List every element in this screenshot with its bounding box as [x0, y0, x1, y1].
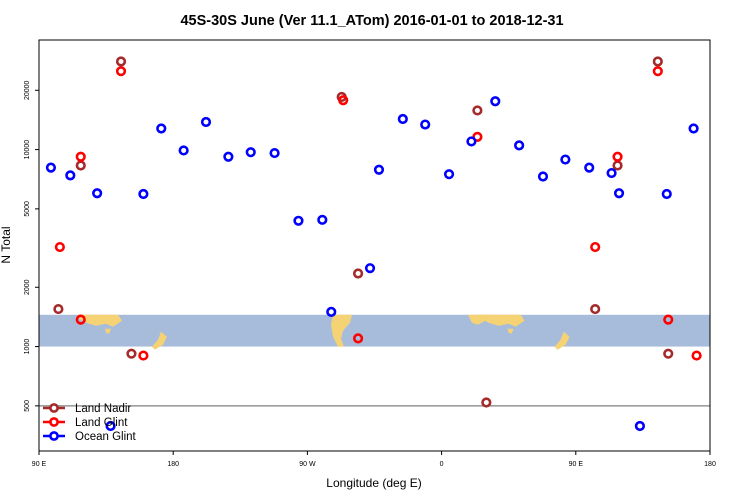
point-ocean-glint — [156, 123, 167, 134]
legend-marker — [49, 403, 59, 413]
point-ocean-glint — [466, 136, 477, 147]
point-ocean-glint — [45, 162, 57, 173]
point-land-nadir — [612, 160, 623, 171]
point-ocean-glint — [293, 215, 304, 226]
point-ocean-glint — [688, 123, 699, 134]
map-land-tasmania — [105, 328, 111, 334]
point-land-nadir — [75, 160, 86, 171]
legend-item-land-glint: Land Glint — [43, 417, 128, 429]
y-tick-label: 20000 — [24, 80, 31, 100]
plot-frame — [38, 39, 711, 452]
point-ocean-glint — [514, 140, 525, 151]
y-tick-label: 10000 — [24, 140, 31, 160]
series-ocean-glint — [45, 96, 699, 432]
point-ocean-glint — [606, 167, 617, 179]
legend: Land Nadir Land Glint Ocean Glint — [43, 403, 137, 443]
y-tick-label: 5000 — [24, 201, 31, 217]
point-land-nadir — [53, 303, 64, 315]
point-ocean-glint — [373, 164, 385, 175]
point-land-nadir — [126, 348, 137, 359]
map-band — [39, 314, 710, 350]
point-ocean-glint — [443, 169, 455, 180]
map-ocean — [39, 314, 710, 347]
point-ocean-glint — [364, 263, 376, 274]
map-land-new-zealand — [152, 331, 167, 350]
point-land-nadir — [115, 56, 127, 67]
point-ocean-glint — [661, 188, 672, 200]
point-land-glint — [652, 66, 663, 77]
point-ocean-glint — [178, 145, 189, 156]
series-land-glint — [54, 66, 702, 361]
point-ocean-glint — [537, 171, 549, 182]
point-ocean-glint — [317, 214, 328, 225]
point-ocean-glint — [490, 96, 501, 107]
point-ocean-glint — [560, 154, 571, 165]
x-tick-label: 180 — [704, 461, 716, 468]
map-land-australia — [77, 314, 122, 327]
data-points — [45, 56, 702, 432]
map-land-new-zealand — [554, 331, 570, 350]
x-tick-label: 90 E — [32, 461, 47, 468]
point-ocean-glint — [200, 116, 212, 128]
point-land-glint — [612, 151, 623, 162]
point-land-glint — [590, 241, 601, 253]
point-land-nadir — [652, 56, 663, 67]
point-land-glint — [691, 350, 702, 361]
point-ocean-glint — [584, 162, 595, 173]
legend-label: Land Nadir — [75, 403, 131, 415]
legend-label: Ocean Glint — [75, 431, 137, 443]
point-ocean-glint — [613, 188, 625, 199]
point-land-glint — [75, 314, 86, 325]
map-land-south-america — [331, 314, 352, 347]
y-axis: 500 1000 2000 5000 10000 20000 — [24, 80, 39, 412]
y-tick-label: 1000 — [24, 339, 31, 355]
point-ocean-glint — [92, 188, 103, 199]
point-land-glint — [338, 95, 349, 106]
point-land-glint — [75, 151, 86, 162]
x-axis: 90 E 180 90 W 0 90 E 180 — [32, 451, 716, 468]
point-land-glint — [352, 333, 364, 344]
point-ocean-glint — [138, 188, 149, 200]
point-land-nadir — [481, 397, 492, 408]
point-land-glint — [663, 314, 674, 325]
x-tick-label: 180 — [167, 461, 179, 468]
point-land-nadir — [472, 105, 483, 116]
legend-marker — [49, 417, 59, 427]
point-land-nadir — [590, 303, 601, 315]
point-land-nadir — [352, 268, 364, 279]
point-ocean-glint — [326, 306, 337, 317]
x-tick-label: 90 E — [569, 461, 584, 468]
point-land-nadir — [663, 348, 674, 359]
y-tick-label: 2000 — [24, 279, 31, 295]
x-tick-label: 90 W — [299, 461, 316, 468]
point-ocean-glint — [397, 113, 408, 125]
point-land-glint — [54, 241, 65, 253]
point-ocean-glint — [223, 151, 234, 162]
legend-item-ocean-glint: Ocean Glint — [43, 431, 137, 443]
legend-marker — [49, 431, 59, 441]
map-land-australia — [479, 314, 525, 327]
point-ocean-glint — [634, 420, 646, 432]
point-land-glint — [138, 350, 149, 361]
point-ocean-glint — [245, 147, 256, 158]
x-axis-label: Longitude (deg E) — [326, 476, 421, 490]
map-land — [77, 314, 570, 350]
x-tick-label: 0 — [440, 461, 444, 468]
chart-title: 45S-30S June (Ver 11.1_ATom) 2016-01-01 … — [180, 13, 563, 29]
y-axis-label: N Total — [0, 226, 13, 263]
point-ocean-glint — [65, 170, 76, 181]
map-land-tasmania — [507, 328, 514, 334]
y-tick-label: 500 — [24, 400, 31, 412]
point-ocean-glint — [269, 147, 280, 159]
map-land-africa — [468, 314, 488, 325]
legend-item-land-nadir: Land Nadir — [43, 403, 131, 415]
point-ocean-glint — [420, 119, 431, 130]
legend-label: Land Glint — [75, 417, 128, 429]
point-land-glint — [115, 66, 127, 77]
point-ocean-glint — [105, 420, 116, 432]
